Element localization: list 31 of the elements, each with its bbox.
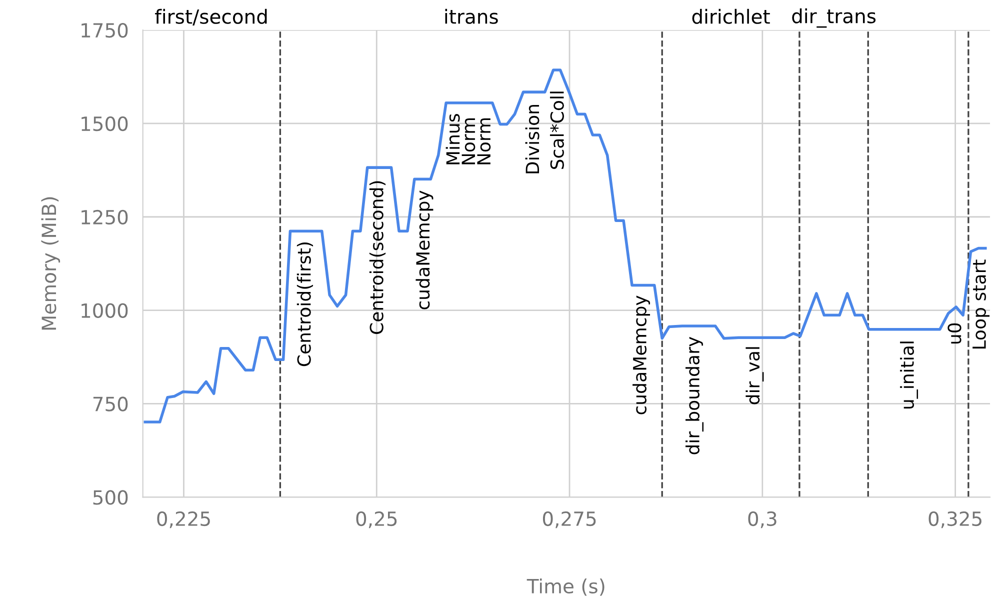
- text: first/second: [155, 8, 267, 26]
- x-tick-label: 0,275: [542, 511, 596, 528]
- annotation: Norm: [462, 118, 476, 164]
- y-tick-label: 1000: [82, 303, 128, 318]
- y-tick-label: 500: [93, 490, 128, 505]
- y-tick-label: 1500: [82, 116, 128, 132]
- annotation: cudaMemcpy: [416, 190, 434, 310]
- annotation: dir_boundary: [686, 336, 704, 454]
- y-axis-title: Memory (MiB): [41, 197, 60, 330]
- annotation: Division: [525, 105, 540, 174]
- annotation: Centroid(first): [296, 242, 314, 366]
- x-tick-label: 0,25: [356, 511, 397, 528]
- annotation: cudaMemcpy: [632, 296, 650, 414]
- annotation: Centroid(second): [369, 181, 386, 334]
- text: dir_trans: [792, 8, 876, 28]
- x-axis-title: Time (s): [526, 578, 604, 596]
- annotation: u0: [948, 323, 962, 344]
- annotation: Loop start: [972, 260, 990, 349]
- text: dirichlet: [692, 8, 770, 24]
- x-tick-label: 0,325: [928, 511, 982, 528]
- y-tick-label: 1750: [82, 22, 128, 38]
- annotation: Norm: [477, 118, 491, 164]
- y-tick-label: 750: [93, 396, 128, 412]
- annotation: Minus: [446, 114, 460, 164]
- annotation: Scal*Coll: [550, 92, 564, 169]
- y-tick-label: 1250: [82, 210, 128, 225]
- x-tick-label: 0,3: [748, 511, 776, 528]
- annotation: u_initial: [900, 342, 918, 409]
- text: itrans: [445, 8, 498, 24]
- x-tick-label: 0,225: [157, 511, 210, 528]
- annotation: dir_val: [746, 347, 764, 404]
